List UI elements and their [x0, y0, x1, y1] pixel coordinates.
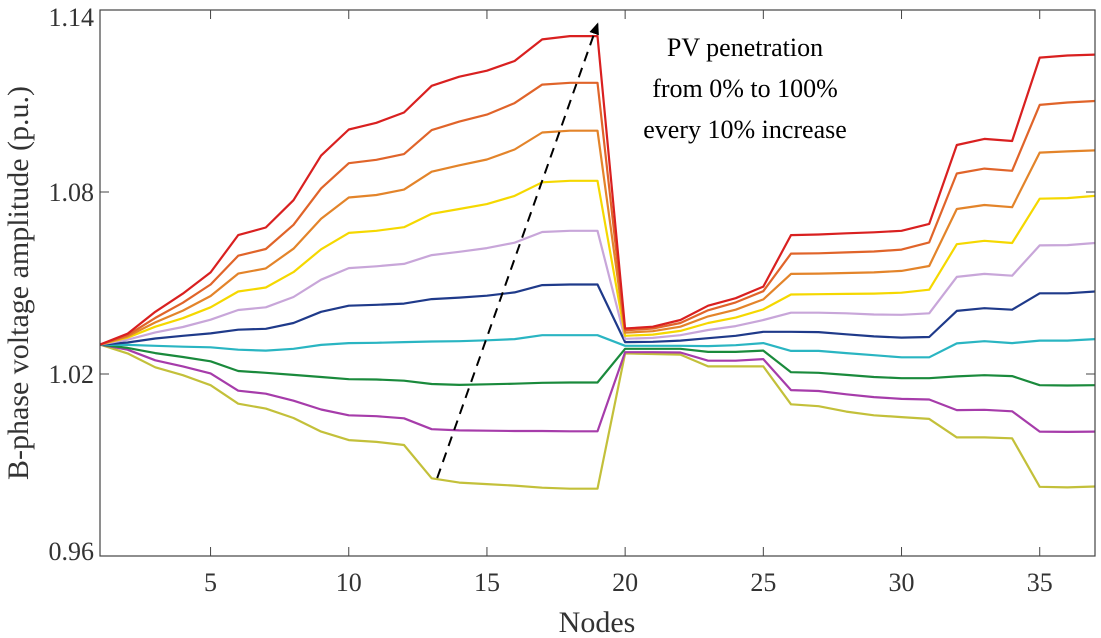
y-tick-label: 1.02: [49, 360, 95, 389]
penetration-arrow: [436, 22, 599, 479]
x-tick-label: 30: [889, 568, 915, 597]
x-axis-label: Nodes: [559, 606, 636, 638]
x-tick-label: 10: [336, 568, 362, 597]
y-tick-label: 1.14: [49, 3, 95, 32]
series-line-8: [100, 129, 1095, 346]
y-tick-label: 0.96: [49, 537, 95, 566]
annotation-layer: [436, 22, 599, 479]
ticks-layer: [100, 9, 1095, 557]
series-line-10: [100, 34, 1095, 346]
series-line-5: [100, 283, 1095, 346]
series-line-6: [100, 229, 1095, 346]
series-line-3: [100, 343, 1095, 387]
x-tick-label: 15: [474, 568, 500, 597]
tick-labels-layer: 5 10 15 20 25 30 35 0.96 1.02 1.08 1.14: [49, 3, 1053, 597]
x-tick-label: 35: [1027, 568, 1053, 597]
annotation-line-1: PV penetration: [667, 33, 823, 62]
y-tick-label: 1.08: [49, 178, 95, 207]
plot-background: [100, 10, 1095, 556]
series-layer: [100, 34, 1095, 490]
series-line-1: [100, 343, 1095, 490]
x-tick-label: 5: [204, 568, 217, 597]
series-line-7: [100, 179, 1095, 346]
x-tick-label: 25: [750, 568, 776, 597]
annotation-text: PV penetration from 0% to 100% every 10%…: [643, 33, 847, 144]
y-axis-label: B-phase voltage amplitude (p.u.): [2, 86, 35, 480]
x-tick-label: 20: [612, 568, 638, 597]
plot-frame: [99, 9, 1096, 557]
series-line-9: [100, 81, 1095, 346]
series-line-2: [100, 343, 1095, 433]
annotation-line-2: from 0% to 100%: [652, 74, 838, 103]
series-line-4: [100, 334, 1095, 359]
annotation-line-3: every 10% increase: [643, 115, 847, 144]
